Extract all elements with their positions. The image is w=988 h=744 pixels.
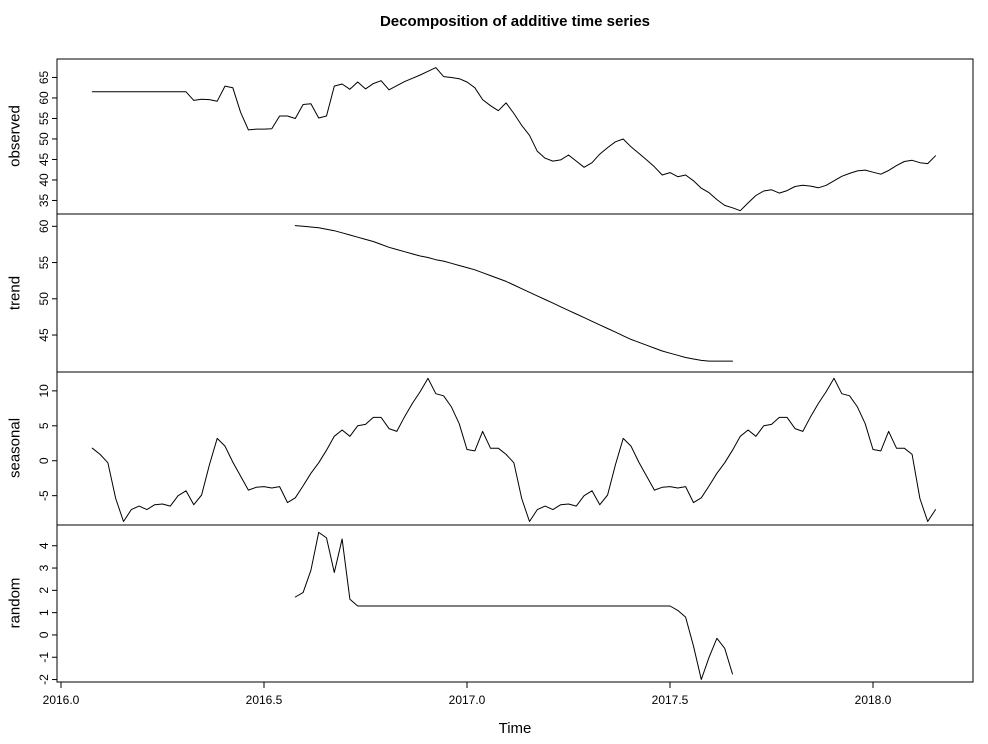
series-random — [294, 531, 733, 680]
y-tick-label-random: -2 — [37, 674, 51, 685]
series-observed — [91, 67, 936, 212]
series-trend — [294, 225, 733, 362]
y-tick-label-random: -1 — [37, 652, 51, 663]
y-tick-label-trend: 55 — [37, 256, 51, 270]
y-tick-label-seasonal: 0 — [37, 457, 51, 464]
y-tick-label-seasonal: 5 — [37, 422, 51, 429]
y-tick-label-random: 1 — [37, 609, 51, 616]
y-tick-label-observed: 35 — [37, 193, 51, 207]
y-tick-label-observed: 45 — [37, 152, 51, 166]
panel-box-random — [56, 524, 974, 683]
x-tick-label: 2016.0 — [43, 693, 80, 707]
y-tick-label-random: 3 — [37, 564, 51, 571]
x-tick-label: 2017.0 — [449, 693, 486, 707]
y-tick-label-seasonal: -5 — [37, 490, 51, 501]
y-tick-label-trend: 45 — [37, 328, 51, 342]
y-tick-label-trend: 60 — [37, 219, 51, 233]
panel-box-seasonal — [56, 371, 974, 526]
y-tick-label-trend: 50 — [37, 292, 51, 306]
y-tick-label-observed: 60 — [37, 91, 51, 105]
y-tick-label-random: 0 — [37, 631, 51, 638]
panel-box-observed — [56, 58, 974, 215]
x-tick-label: 2016.5 — [246, 693, 283, 707]
y-tick-label-seasonal: 10 — [37, 384, 51, 398]
y-tick-label-observed: 55 — [37, 111, 51, 125]
x-axis-title: Time — [498, 720, 532, 737]
y-tick-label-observed: 40 — [37, 173, 51, 187]
y-tick-label-observed: 65 — [37, 70, 51, 84]
x-tick-label: 2017.5 — [652, 693, 689, 707]
x-tick-label: 2018.0 — [855, 693, 892, 707]
series-seasonal — [91, 377, 936, 522]
panel-box-trend — [56, 213, 974, 373]
y-tick-label-observed: 50 — [37, 132, 51, 146]
y-tick-label-random: 4 — [37, 542, 51, 549]
chart-title: Decomposition of additive time series — [379, 13, 651, 30]
y-tick-label-random: 2 — [37, 587, 51, 594]
